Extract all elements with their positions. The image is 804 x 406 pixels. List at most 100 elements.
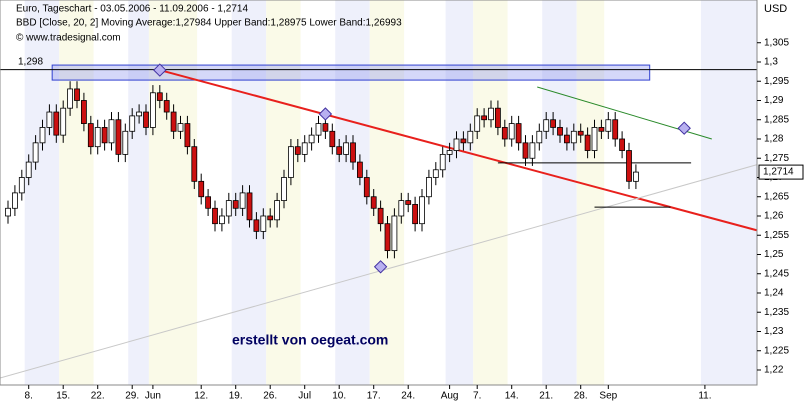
candle-body (591, 127, 598, 151)
candle-body (281, 177, 287, 201)
week-stripe (300, 0, 336, 385)
y-tick-label: 1,26 (764, 211, 784, 222)
candle-body (267, 215, 274, 221)
candle-body (536, 130, 543, 144)
candle-body (432, 169, 439, 178)
x-tick-label: 14. (505, 391, 519, 402)
y-tick-label: 1,255 (764, 230, 789, 241)
x-tick-label: Sep (599, 391, 617, 402)
week-stripe (404, 0, 446, 385)
candle-body (239, 192, 246, 209)
x-tick-label: Aug (441, 391, 459, 402)
candle-body (384, 223, 391, 252)
candle-body (18, 177, 25, 194)
candle-body (25, 161, 32, 178)
candle-body (412, 204, 419, 225)
indicator-legend: BBD [Close, 20, 2] Moving Average:1,2798… (16, 18, 402, 29)
candle-body (605, 119, 612, 132)
candle-body (253, 219, 260, 232)
candle-body (626, 150, 632, 182)
trend-line (0, 164, 757, 379)
y-tick-label: 1,235 (764, 307, 789, 318)
candle-body (94, 127, 101, 148)
x-tick-label: Jun (145, 391, 161, 402)
candle-body (46, 111, 53, 128)
candle-body (143, 111, 149, 128)
candle-body (219, 215, 225, 225)
week-stripe (507, 0, 543, 385)
candle-body (246, 192, 253, 221)
candle-body (619, 138, 626, 151)
y-tick-label: 1,245 (764, 268, 789, 279)
candle-body (329, 130, 336, 148)
week-stripe (93, 0, 129, 385)
level-label: 1,298 (18, 56, 43, 67)
candle-body (508, 123, 515, 140)
candle-body (398, 200, 405, 217)
candle-body (336, 146, 343, 155)
candle-body (460, 138, 467, 144)
y-tick-label: 1,29 (764, 95, 784, 106)
candle-body (481, 115, 488, 121)
candle-body (12, 192, 18, 209)
week-stripe (576, 0, 605, 385)
candle-body (564, 134, 570, 144)
candle-body (198, 180, 205, 198)
week-stripe (128, 0, 149, 385)
candle-body (308, 134, 315, 144)
y-tick-label: 1,28 (764, 134, 784, 145)
candle-body (60, 107, 67, 136)
candle-body (439, 153, 446, 171)
candle-body (612, 119, 619, 140)
candle-body (515, 123, 522, 144)
candle-body (74, 88, 80, 101)
candle-body (405, 200, 412, 205)
candle-body (391, 215, 398, 252)
x-tick-label: 22. (91, 391, 105, 402)
week-stripe (59, 0, 94, 385)
pivot-marker (318, 107, 333, 121)
candle-body (633, 171, 639, 182)
pivot-marker (153, 63, 167, 77)
candle-body (260, 215, 267, 232)
plot-frame (0, 0, 758, 386)
y-axis-label: USD (764, 3, 787, 15)
candle-body (225, 200, 232, 217)
x-tick-label: 7. (473, 391, 481, 402)
candle-body (343, 142, 350, 155)
candle-body (584, 134, 591, 151)
candle-body (115, 119, 122, 155)
y-tick-label: 1,275 (764, 153, 789, 164)
y-tick-label: 1,22 (764, 365, 784, 376)
week-stripe (369, 0, 405, 385)
x-tick-label: 10. (332, 391, 346, 402)
candle-body (122, 130, 129, 155)
y-tick-label: 1,23 (764, 326, 784, 337)
y-tick-label: 1,25 (764, 249, 784, 260)
chart-title: Euro, Tageschart - 03.05.2006 - 11.09.20… (16, 4, 248, 15)
candle-body (501, 127, 508, 140)
source: © www.tradesignal.com (16, 33, 121, 44)
candle-body (495, 107, 501, 128)
candle-body (488, 107, 494, 121)
candle-body (5, 207, 11, 217)
candle-body (294, 146, 301, 155)
background-stripes (24, 0, 757, 385)
x-tick-label: 19. (229, 391, 243, 402)
candle-body (101, 127, 108, 144)
candle-body (191, 146, 198, 182)
x-tick-label: 17. (367, 391, 381, 402)
candle-body (163, 100, 170, 113)
candle-body (467, 130, 474, 144)
y-tick-label: 1,285 (764, 114, 789, 125)
y-tick-label: 1,24 (764, 288, 784, 299)
x-tick-label: Jul (298, 391, 311, 402)
y-tick-label: 1,295 (764, 76, 789, 87)
y-tick-label: 1,225 (764, 345, 789, 356)
candle-body (350, 142, 356, 163)
x-tick-label: 12. (194, 391, 208, 402)
x-tick-label: 15. (56, 391, 70, 402)
candle-body (550, 119, 557, 128)
y-tick-label: 1,305 (764, 37, 789, 48)
